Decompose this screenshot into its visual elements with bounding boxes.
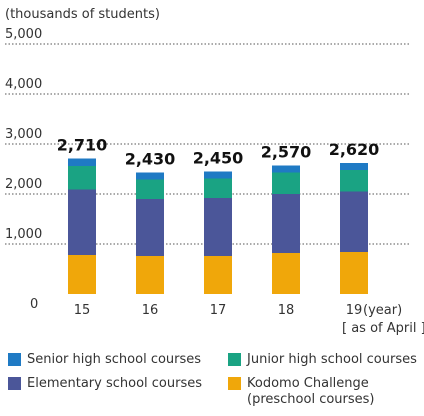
legend: Senior high school courses Junior high sc… bbox=[8, 352, 420, 408]
total-label: 2,450 bbox=[193, 149, 244, 168]
bar-segment bbox=[204, 171, 232, 179]
bar-segment bbox=[272, 165, 300, 173]
legend-label: Elementary school courses bbox=[27, 376, 202, 391]
bar-segment bbox=[136, 179, 164, 199]
bar-segment bbox=[272, 172, 300, 194]
bar-segment bbox=[68, 255, 96, 294]
y-tick-label: 3,000 bbox=[5, 127, 42, 142]
legend-swatch bbox=[228, 353, 241, 366]
bar-segment bbox=[340, 191, 368, 252]
axis-label: (thousands of students) bbox=[5, 7, 160, 22]
bar-segment bbox=[272, 253, 300, 294]
x-tick-label: 19 bbox=[346, 303, 363, 318]
legend-item: Elementary school courses bbox=[8, 376, 228, 408]
bar-segment bbox=[136, 256, 164, 294]
legend-swatch bbox=[228, 377, 241, 390]
legend-swatch bbox=[8, 377, 21, 390]
bar-segment bbox=[204, 198, 232, 256]
x-tick-label: 16 bbox=[142, 303, 159, 318]
bar-segment bbox=[68, 189, 96, 255]
bar-segment bbox=[204, 256, 232, 294]
legend-label: Kodomo Challenge (preschool courses) bbox=[247, 376, 375, 407]
legend-item: Senior high school courses bbox=[8, 352, 228, 368]
total-label: 2,710 bbox=[57, 136, 108, 155]
legend-label: Junior high school courses bbox=[247, 352, 417, 367]
bar-segment bbox=[136, 172, 164, 180]
y-tick-label: 4,000 bbox=[5, 77, 42, 92]
y-tick-label: 2,000 bbox=[5, 177, 42, 192]
x-note: [ as of April ] bbox=[342, 321, 424, 336]
bar-segment bbox=[340, 163, 368, 170]
bar-segment bbox=[272, 194, 300, 253]
x-tick-label: 17 bbox=[210, 303, 227, 318]
x-tick-label: 18 bbox=[278, 303, 295, 318]
legend-item: Junior high school courses bbox=[228, 352, 420, 368]
bar-segment bbox=[340, 170, 368, 192]
x-tick-label: 15 bbox=[74, 303, 91, 318]
y-tick-label: 0 bbox=[30, 297, 38, 312]
y-tick-label: 1,000 bbox=[5, 227, 42, 242]
bar-segment bbox=[68, 158, 96, 166]
legend-item: Kodomo Challenge (preschool courses) bbox=[228, 376, 420, 408]
bar-segment bbox=[204, 178, 232, 198]
bar-segment bbox=[136, 199, 164, 256]
legend-swatch bbox=[8, 353, 21, 366]
chart: (thousands of students) (year) [ as of A… bbox=[5, 7, 424, 336]
y-tick-label: 5,000 bbox=[5, 27, 42, 42]
total-label: 2,430 bbox=[125, 150, 176, 169]
legend-label: Senior high school courses bbox=[27, 352, 202, 367]
bar-segment bbox=[340, 252, 368, 294]
total-label: 2,570 bbox=[261, 143, 312, 162]
x-unit: (year) bbox=[363, 303, 402, 318]
total-label: 2,620 bbox=[329, 140, 380, 159]
bar-segment bbox=[68, 166, 96, 190]
